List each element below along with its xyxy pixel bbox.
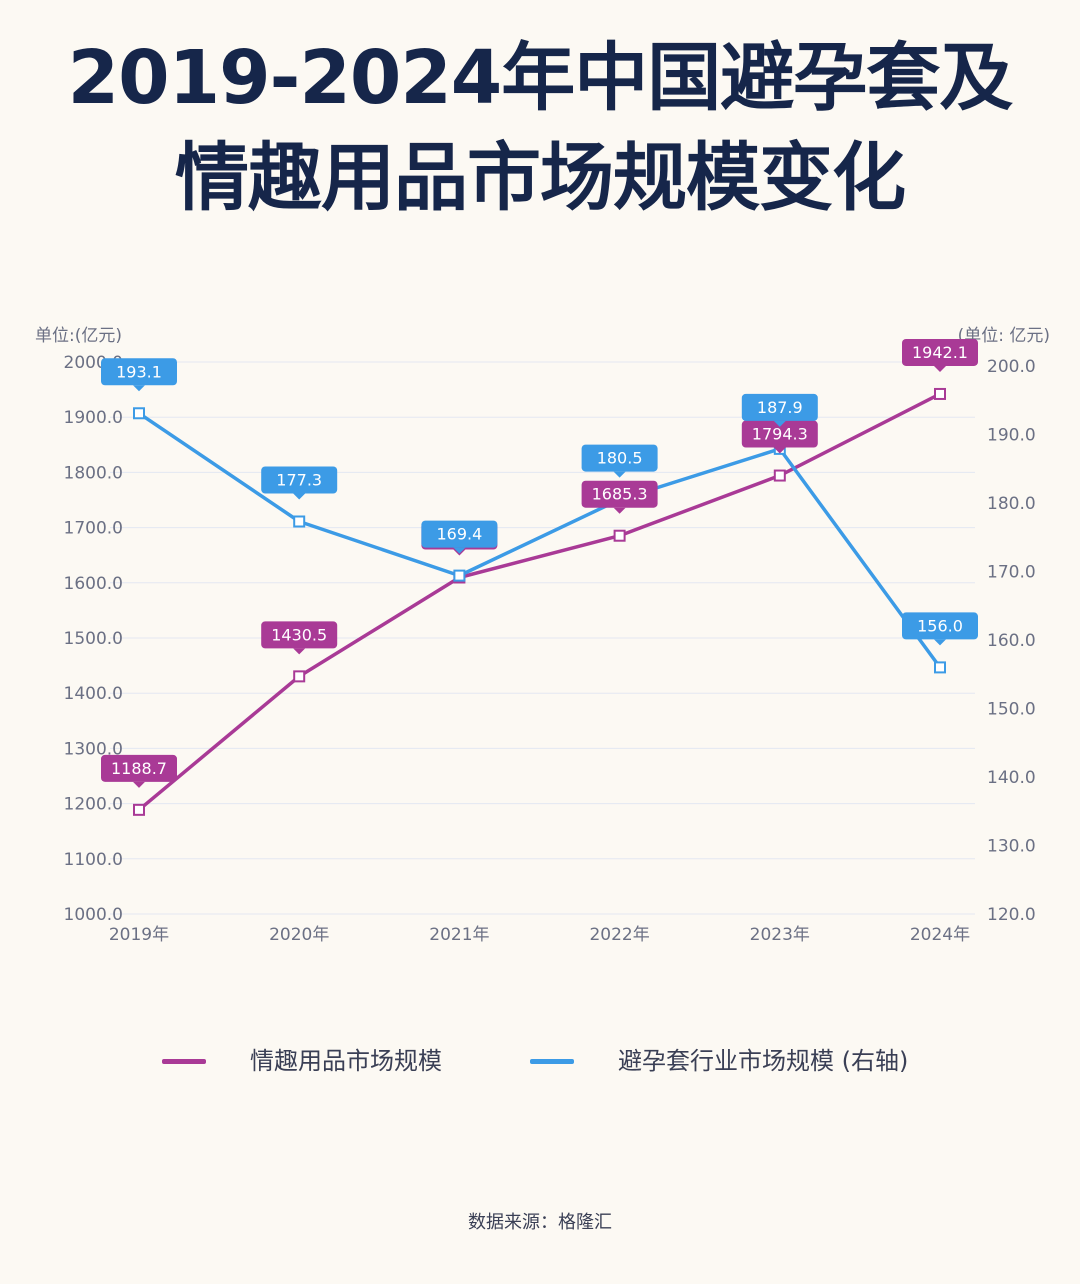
data-label-box [741, 420, 818, 448]
chart-title-line2: 情趣用品市场规模变化 [175, 135, 906, 221]
data-label-text: 180.5 [597, 449, 643, 468]
series-line-1 [138, 411, 942, 669]
right-tick-label: 140.0 [987, 768, 1036, 788]
series-line-0 [137, 392, 941, 812]
axes: 1000.0 1100.0 1200.0 1300.0 1400.0 1500.0 1600… [35, 326, 1050, 945]
data-point-marker [293, 515, 306, 528]
data-source-note: 数据来源：格隆汇 [468, 1212, 612, 1233]
data-label-box [581, 480, 658, 508]
data-label-pointer [293, 493, 306, 500]
data-label: 187.9 [741, 393, 818, 427]
right-tick-label: 130.0 [987, 837, 1036, 857]
data-label: 1188.7 [101, 754, 177, 788]
left-tick-label: 1400.0 [64, 684, 123, 704]
legend-label-left-series: 情趣用品市场规模 [250, 1047, 442, 1075]
left-tick-label: 1600.0 [64, 574, 123, 594]
data-label-pointer [934, 639, 946, 646]
data-label-box [421, 520, 498, 548]
data-label-pointer [293, 648, 306, 655]
data-label-pointer [773, 447, 786, 454]
data-label-text: 193.1 [116, 362, 162, 381]
data-label: 177.3 [261, 466, 338, 500]
left-tick-label: 1000.0 [64, 905, 123, 925]
left-axis-unit-label: 单位:(亿元) [35, 326, 122, 346]
data-label-text: 1188.7 [111, 759, 167, 778]
data-label: 1430.5 [261, 621, 338, 655]
data-label-box [741, 393, 818, 421]
x-tick-label: 2023年 [750, 925, 810, 945]
data-label-text: 1942.1 [912, 343, 968, 362]
right-tick-label: 160.0 [987, 631, 1036, 651]
data-label-box [101, 358, 177, 386]
right-tick-label: 190.0 [987, 426, 1036, 446]
x-tick-label: 2021年 [429, 925, 489, 945]
data-labels: 1188.71430.51609.61685.31794.31942.1193.… [101, 338, 978, 788]
data-point-marker [773, 469, 786, 482]
data-label-pointer [133, 781, 145, 788]
data-label-pointer [773, 420, 786, 427]
data-point-marker [613, 529, 626, 542]
data-label: 180.5 [581, 444, 658, 478]
data-label-box [902, 338, 978, 366]
data-label-text: 1794.3 [752, 425, 808, 444]
left-tick-label: 1500.0 [64, 629, 123, 649]
right-tick-label: 180.0 [987, 494, 1036, 514]
data-label-pointer [453, 547, 466, 554]
data-point-marker [293, 670, 306, 683]
data-label-box [261, 466, 338, 494]
data-label: 1942.1 [902, 338, 978, 372]
left-tick-label: 1300.0 [64, 739, 123, 759]
data-label-text: 1430.5 [271, 625, 327, 644]
data-label-pointer [613, 507, 626, 514]
data-label-box [581, 444, 658, 472]
data-label-pointer [934, 365, 946, 372]
left-tick-label: 1100.0 [64, 850, 123, 870]
data-label: 1794.3 [741, 420, 818, 454]
chart-title-line1: 2019-2024年中国避孕套及 [67, 35, 1014, 121]
series-lines [133, 387, 946, 816]
data-label-text: 177.3 [276, 470, 322, 489]
data-point-marker [934, 661, 946, 674]
grid-lines [110, 361, 975, 915]
legend-label-right-series: 避孕套行业市场规模 (右轴) [618, 1047, 909, 1075]
data-label: 169.4 [421, 520, 498, 554]
left-tick-label: 1900.0 [64, 408, 123, 428]
data-label-box [101, 754, 177, 782]
legend-swatch-right-series [530, 1059, 574, 1064]
data-point-marker [453, 569, 466, 582]
legend-swatch-left-series [162, 1059, 206, 1064]
x-tick-label: 2020年 [269, 925, 329, 945]
x-tick-label: 2019年 [109, 925, 169, 945]
data-label-text: 187.9 [757, 398, 803, 417]
data-label-box [261, 621, 338, 649]
right-tick-label: 150.0 [987, 700, 1036, 720]
line-chart: 1000.0 1100.0 1200.0 1300.0 1400.0 1500.0 1600… [35, 326, 1050, 945]
data-label-text: 1685.3 [592, 485, 648, 504]
data-point-marker [133, 803, 145, 816]
data-label: 1685.3 [581, 480, 658, 514]
left-tick-label: 1700.0 [64, 519, 123, 539]
right-tick-label: 200.0 [987, 357, 1036, 377]
data-label-text: 169.4 [436, 525, 482, 544]
left-tick-label: 1800.0 [64, 463, 123, 483]
data-label-pointer [613, 471, 626, 478]
data-point-marker [133, 407, 145, 420]
data-label-box [902, 612, 978, 640]
x-tick-label: 2024年 [910, 925, 970, 945]
data-label: 156.0 [902, 612, 978, 646]
data-label: 193.1 [101, 358, 177, 392]
right-axis-unit-label: (单位: 亿元) [958, 326, 1050, 346]
x-tick-label: 2022年 [589, 925, 649, 945]
data-label-text: 156.0 [917, 616, 963, 635]
left-tick-label: 1200.0 [64, 795, 123, 815]
right-tick-label: 170.0 [987, 563, 1036, 583]
right-tick-label: 120.0 [987, 905, 1036, 925]
data-point-marker [934, 387, 946, 400]
data-label-pointer [133, 385, 145, 392]
